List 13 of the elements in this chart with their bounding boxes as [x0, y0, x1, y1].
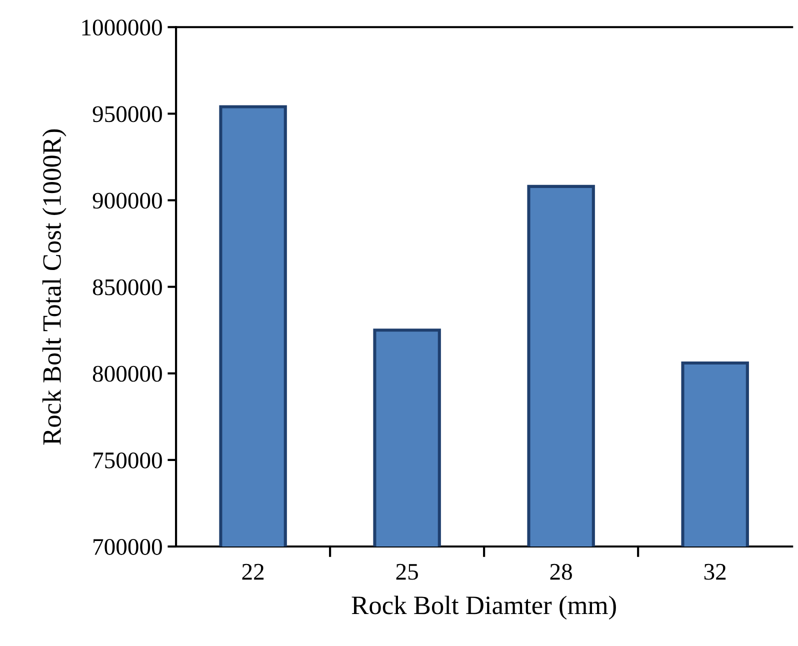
x-tick-label: 22: [242, 564, 264, 580]
y-tick-label: 800000: [92, 366, 162, 382]
x-tick-label: 25: [396, 564, 418, 580]
y-axis-title: Rock Bolt Total Cost (1000R): [42, 129, 66, 445]
y-tick-label: 750000: [94, 452, 162, 468]
y-tick-label: 950000: [92, 106, 162, 122]
y-tick-label: 850000: [92, 279, 162, 296]
x-tick-label: 28: [550, 564, 572, 580]
y-tick-label: 900000: [92, 192, 162, 209]
x-axis-title: Rock Bolt Diamter (mm): [352, 596, 616, 620]
x-tick-label: 32: [704, 564, 726, 580]
y-tick-label: 1000000: [82, 20, 162, 36]
y-tick-label: 700000: [94, 539, 162, 555]
